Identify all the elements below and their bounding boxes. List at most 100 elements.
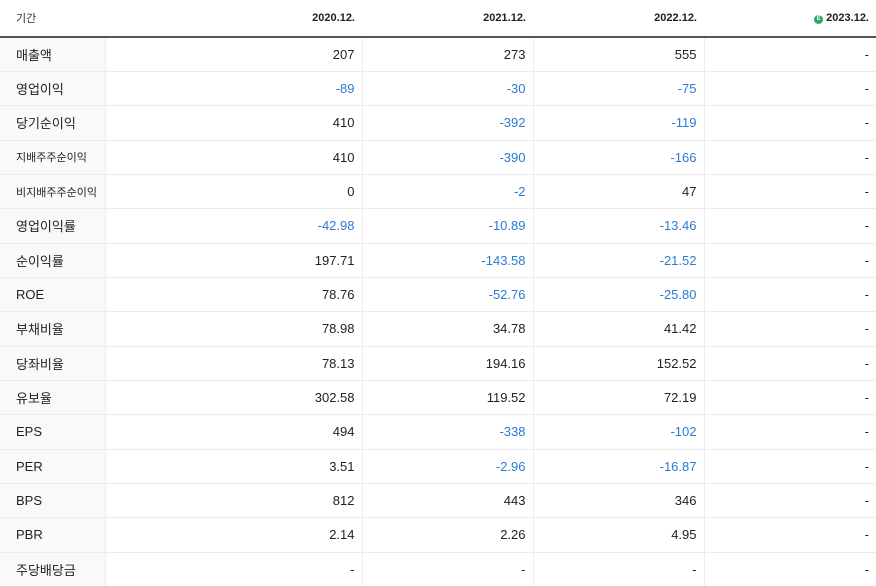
row-label: 주당배당금 <box>0 551 105 586</box>
table-row: 매출액 207 273 555- <box>0 37 876 72</box>
period-header-2020: 2020.12. <box>105 0 362 38</box>
value-cell-2022: -16.87 <box>532 449 704 484</box>
value-cell-2022: - <box>532 551 704 586</box>
row-label: BPS <box>0 483 105 519</box>
value-cell-2021: - <box>361 551 533 586</box>
value-cell-2022: 555 <box>532 37 704 72</box>
value-cell-2020: 78.76 <box>104 277 362 313</box>
value-cell-2021: 194.16 <box>361 346 533 381</box>
value-cell-2021: -52.76 <box>361 277 533 313</box>
value-cell-2023: - <box>703 71 876 107</box>
value-cell-2022: 152.52 <box>532 346 704 381</box>
value-cell-2023: - <box>703 105 876 141</box>
value-cell-2022: -13.46 <box>532 208 704 244</box>
estimate-icon: E <box>814 15 824 24</box>
value-cell-2021: 34.78 <box>361 311 533 347</box>
value-cell-2021: -338 <box>361 414 533 450</box>
value-cell-2023: - <box>703 449 876 484</box>
value-cell-2021: -392 <box>361 105 533 141</box>
row-label: PBR <box>0 517 105 553</box>
value-cell-2023: - <box>703 37 876 72</box>
table-row: 영업이익 -89 -30 -75- <box>0 71 876 107</box>
value-cell-2020: 494 <box>104 414 362 450</box>
period-header-2023-estimate: E 2023.12. <box>704 0 876 38</box>
row-label: 지배주주순이익 <box>0 140 105 175</box>
value-cell-2021: 273 <box>361 37 533 72</box>
value-cell-2020: 0 <box>104 174 362 210</box>
value-cell-2020: 302.58 <box>104 380 362 416</box>
value-cell-2021: -2 <box>361 174 533 210</box>
row-label: 매출액 <box>0 37 105 72</box>
value-cell-2022: -75 <box>532 71 704 107</box>
row-label: 유보율 <box>0 380 105 416</box>
table-row: PER 3.51 -2.96 -16.87- <box>0 449 876 484</box>
value-cell-2020: - <box>104 551 362 586</box>
value-cell-2023: - <box>703 243 876 278</box>
value-cell-2023: - <box>703 346 876 381</box>
table-row: 당기순이익 410 -392 -119- <box>0 105 876 141</box>
value-cell-2023: - <box>703 551 876 586</box>
row-label: 당기순이익 <box>0 105 105 141</box>
table-row: EPS 494 -338 -102- <box>0 414 876 450</box>
period-header-label: 기간 <box>0 0 105 38</box>
value-cell-2020: -89 <box>104 71 362 107</box>
table-row: 주당배당금 - - - - <box>0 551 876 586</box>
period-header-2021: 2021.12. <box>362 0 533 38</box>
table-row: PBR 2.14 2.26 4.95- <box>0 517 876 553</box>
value-cell-2022: -25.80 <box>532 277 704 313</box>
value-cell-2023: - <box>703 174 876 210</box>
table-row: 비지배주주순이익 0 -2 47- <box>0 174 876 210</box>
value-cell-2020: 78.13 <box>104 346 362 381</box>
value-cell-2022: 346 <box>532 483 704 519</box>
value-cell-2020: -42.98 <box>104 208 362 244</box>
period-header-2022: 2022.12. <box>533 0 704 38</box>
value-cell-2022: -119 <box>532 105 704 141</box>
row-label: 영업이익 <box>0 71 105 107</box>
value-cell-2023: - <box>703 380 876 416</box>
row-label: 당좌비율 <box>0 346 105 381</box>
value-cell-2020: 3.51 <box>104 449 362 484</box>
row-label: 영업이익률 <box>0 208 105 244</box>
value-cell-2021: -10.89 <box>361 208 533 244</box>
value-cell-2022: 41.42 <box>532 311 704 347</box>
value-cell-2020: 207 <box>104 37 362 72</box>
value-cell-2021: 443 <box>361 483 533 519</box>
value-cell-2020: 410 <box>104 140 362 175</box>
value-cell-2022: 72.19 <box>532 380 704 416</box>
row-label: 순이익률 <box>0 243 105 278</box>
table-row: ROE 78.76 -52.76 -25.80- <box>0 277 876 313</box>
value-cell-2023: - <box>703 483 876 519</box>
value-cell-2023: - <box>703 311 876 347</box>
value-cell-2020: 2.14 <box>104 517 362 553</box>
value-cell-2023: - <box>703 414 876 450</box>
table-row: BPS 812 443 346- <box>0 483 876 519</box>
value-cell-2021: -30 <box>361 71 533 107</box>
value-cell-2020: 78.98 <box>104 311 362 347</box>
table-row: 순이익률 197.71 -143.58 -21.52- <box>0 243 876 278</box>
table-row: 지배주주순이익 410 -390 -166- <box>0 140 876 175</box>
row-label: EPS <box>0 414 105 450</box>
value-cell-2021: -143.58 <box>361 243 533 278</box>
value-cell-2023: - <box>703 277 876 313</box>
value-cell-2023: - <box>703 140 876 175</box>
row-label: 비지배주주순이익 <box>0 174 105 210</box>
table-row: 당좌비율 78.13 194.16 152.52- <box>0 346 876 381</box>
value-cell-2021: 119.52 <box>361 380 533 416</box>
value-cell-2021: 2.26 <box>361 517 533 553</box>
value-cell-2023: - <box>703 208 876 244</box>
value-cell-2020: 410 <box>104 105 362 141</box>
header-row: 기간 2020.12. 2021.12. 2022.12. E 2023.12. <box>0 0 876 38</box>
period-header-2023-label: 2023.12. <box>826 12 869 24</box>
table-row: 유보율 302.58 119.52 72.19- <box>0 380 876 416</box>
value-cell-2021: -390 <box>361 140 533 175</box>
value-cell-2022: -166 <box>532 140 704 175</box>
table-body: 매출액 207 273 555- 영업이익 -89 -30 -75- 당기순이익 410 -392-… <box>0 37 876 586</box>
row-label: ROE <box>0 277 105 313</box>
table-row: 영업이익률 -42.98 -10.89 -13.46- <box>0 208 876 244</box>
value-cell-2022: -21.52 <box>532 243 704 278</box>
row-label: 부채비율 <box>0 311 105 347</box>
value-cell-2020: 197.71 <box>104 243 362 278</box>
value-cell-2022: -102 <box>532 414 704 450</box>
value-cell-2020: 812 <box>104 483 362 519</box>
